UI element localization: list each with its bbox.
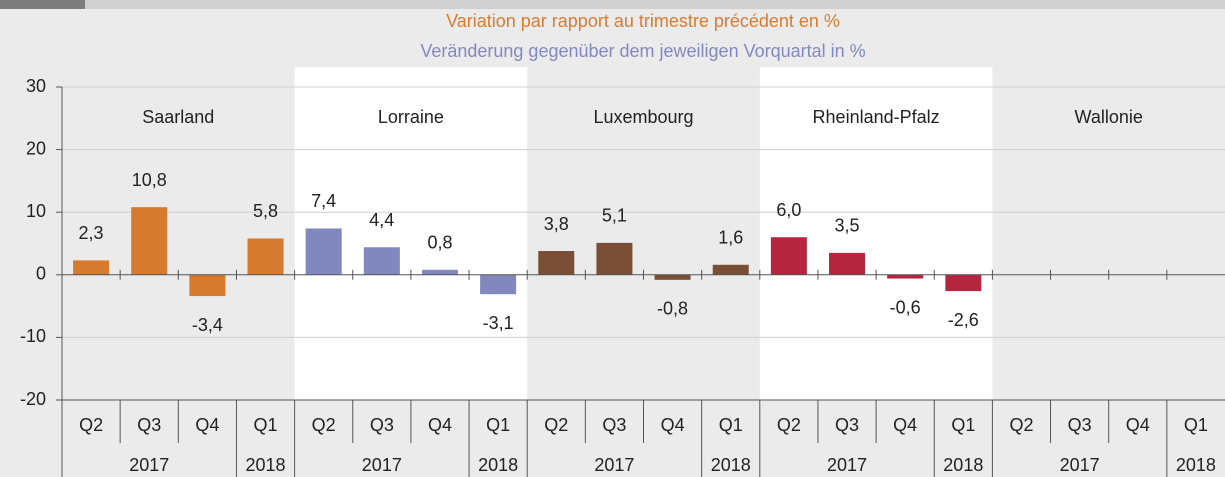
value-label: -3,1 — [483, 313, 514, 333]
x-tick-label: Q2 — [544, 415, 568, 435]
region-label: Wallonie — [1075, 107, 1143, 127]
y-tick-label: 30 — [26, 76, 46, 96]
x-tick-label: Q2 — [312, 415, 336, 435]
year-label: 2018 — [246, 455, 286, 475]
top-bar — [0, 0, 1225, 9]
y-tick-label: -10 — [20, 326, 46, 346]
x-tick-label: Q4 — [661, 415, 685, 435]
bar — [538, 251, 575, 275]
region-label: Luxembourg — [593, 107, 693, 127]
x-tick-label: Q1 — [486, 415, 510, 435]
x-tick-label: Q4 — [893, 415, 917, 435]
x-tick-label: Q2 — [79, 415, 103, 435]
year-label: 2017 — [129, 455, 169, 475]
x-tick-label: Q1 — [1184, 415, 1208, 435]
y-tick-label: 20 — [26, 138, 46, 158]
x-tick-label: Q2 — [1009, 415, 1033, 435]
x-tick-label: Q3 — [370, 415, 394, 435]
region-label: Lorraine — [378, 107, 444, 127]
value-label: -0,8 — [657, 299, 688, 319]
bar — [712, 264, 749, 275]
value-label: -0,6 — [890, 297, 921, 317]
bar — [189, 274, 226, 297]
value-label: -2,6 — [948, 310, 979, 330]
year-label: 2017 — [1060, 455, 1100, 475]
year-label: 2018 — [711, 455, 751, 475]
y-tick-label: 0 — [36, 264, 46, 284]
value-label: -3,4 — [192, 315, 223, 335]
x-tick-label: Q4 — [1126, 415, 1150, 435]
value-label: 5,1 — [602, 206, 627, 226]
x-tick-label: Q1 — [951, 415, 975, 435]
value-label: 5,8 — [253, 201, 278, 221]
value-label: 0,8 — [427, 233, 452, 253]
bar — [363, 247, 400, 275]
bar — [829, 252, 866, 275]
bar — [73, 260, 110, 275]
year-label: 2017 — [827, 455, 867, 475]
x-tick-label: Q4 — [195, 415, 219, 435]
x-tick-label: Q1 — [719, 415, 743, 435]
bar — [305, 228, 342, 275]
value-label: 3,5 — [835, 216, 860, 236]
value-label: 2,3 — [79, 223, 104, 243]
value-label: 10,8 — [132, 170, 167, 190]
chart-title: Variation par rapport au trimestre précé… — [446, 11, 840, 31]
x-tick-label: Q3 — [137, 415, 161, 435]
x-tick-label: Q2 — [777, 415, 801, 435]
x-tick-label: Q4 — [428, 415, 452, 435]
year-label: 2017 — [362, 455, 402, 475]
y-tick-label: 10 — [26, 201, 46, 221]
x-tick-label: Q1 — [254, 415, 278, 435]
region-label: Rheinland-Pfalz — [813, 107, 940, 127]
year-label: 2018 — [478, 455, 518, 475]
bar — [945, 274, 982, 292]
bar — [596, 242, 633, 275]
year-label: 2018 — [943, 455, 983, 475]
y-tick-label: -20 — [20, 389, 46, 409]
region-label: Saarland — [142, 107, 214, 127]
bar — [421, 269, 458, 275]
value-label: 1,6 — [718, 228, 743, 248]
panel-background — [759, 67, 993, 400]
value-label: 6,0 — [776, 200, 801, 220]
year-label: 2017 — [594, 455, 634, 475]
value-label: 4,4 — [369, 210, 394, 230]
value-label: 7,4 — [311, 191, 336, 211]
bar — [247, 238, 284, 275]
x-tick-label: Q3 — [602, 415, 626, 435]
bar — [887, 274, 924, 279]
top-bar-tab — [0, 0, 85, 9]
bar — [480, 274, 517, 295]
x-tick-label: Q3 — [835, 415, 859, 435]
bar — [131, 207, 168, 275]
bar — [770, 237, 807, 275]
year-label: 2018 — [1176, 455, 1216, 475]
value-label: 3,8 — [544, 214, 569, 234]
bar — [654, 274, 691, 280]
x-tick-label: Q3 — [1068, 415, 1092, 435]
chart-subtitle: Veränderung gegenüber dem jeweiligen Vor… — [420, 41, 865, 61]
